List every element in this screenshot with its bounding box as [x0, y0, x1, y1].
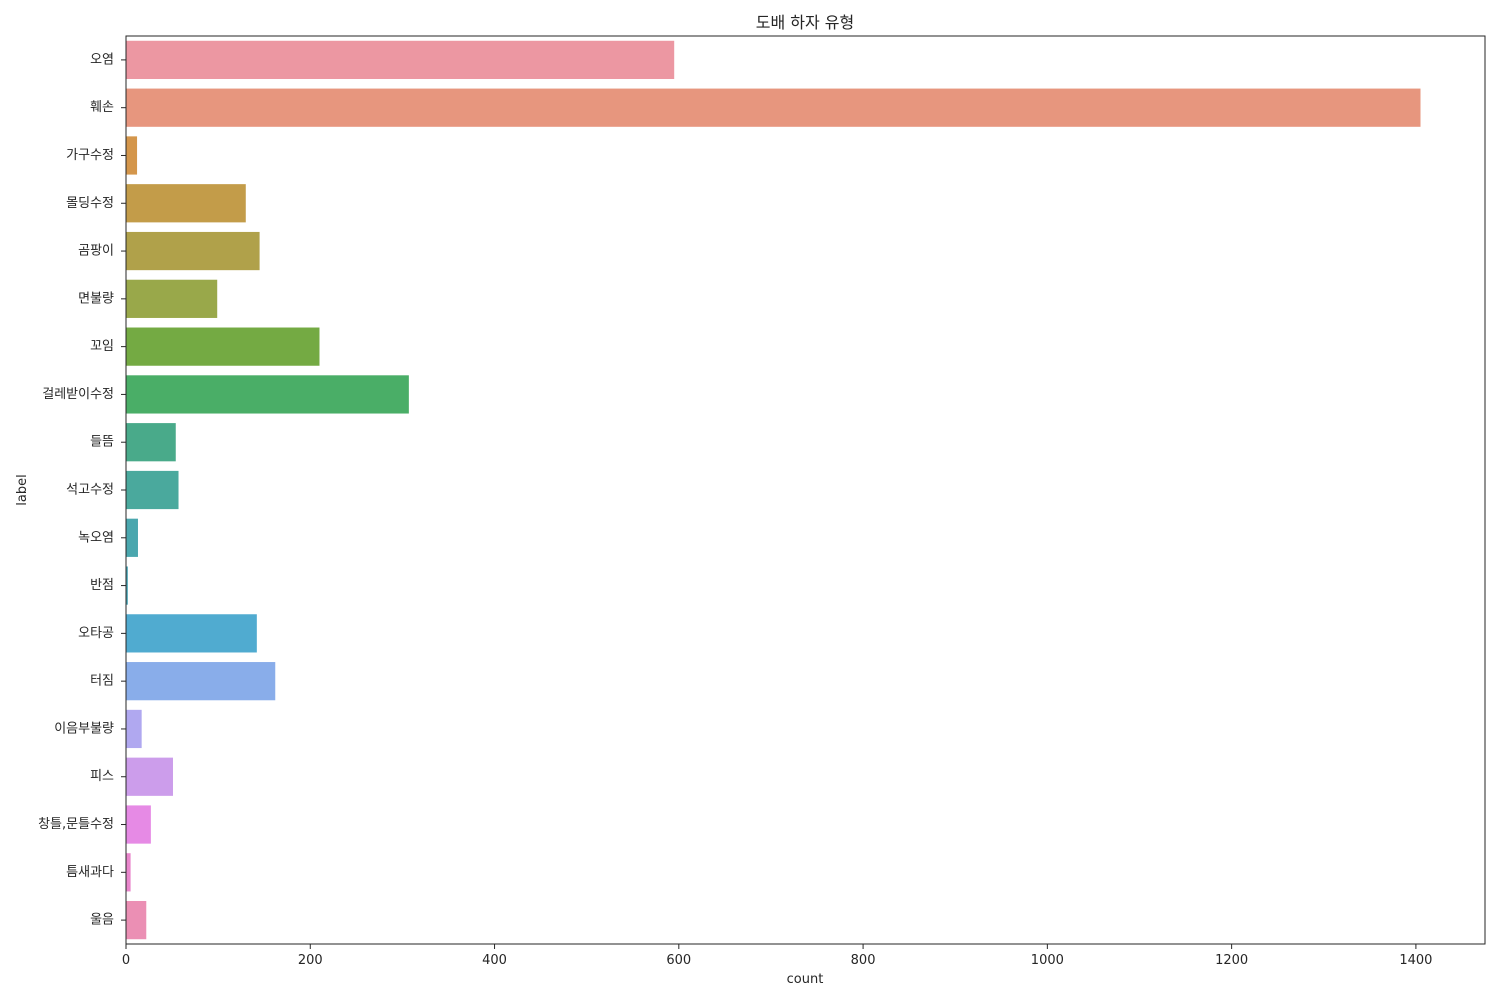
bar-3 — [126, 184, 246, 223]
x-tick-label: 1000 — [1031, 953, 1064, 968]
x-axis-title: count — [787, 972, 824, 987]
y-tick-label: 오타공 — [78, 626, 114, 641]
x-tick-label: 600 — [666, 953, 691, 968]
y-tick-label: 몰딩수정 — [66, 196, 114, 211]
bar-7 — [126, 375, 409, 414]
bar-14 — [126, 709, 142, 749]
bar-13 — [126, 662, 276, 701]
bar-12 — [126, 614, 257, 653]
bars-layer — [126, 40, 1421, 940]
bar-17 — [126, 853, 131, 892]
x-tick-label: 1200 — [1215, 953, 1248, 968]
y-tick-label: 석고수정 — [66, 483, 114, 498]
y-tick-label: 피스 — [90, 769, 114, 784]
bar-8 — [126, 423, 176, 462]
y-tick-label: 반점 — [90, 578, 114, 593]
chart-title: 도배 하자 유형 — [756, 13, 855, 32]
y-tick-label: 훼손 — [90, 100, 114, 115]
bar-9 — [126, 470, 179, 510]
y-axis: 오염훼손가구수정몰딩수정곰팡이면불량꼬임걸레받이수정들뜸석고수정녹오염반점오타공… — [38, 52, 126, 928]
y-tick-label: 곰팡이 — [78, 244, 114, 259]
y-tick-label: 창틀,문틀수정 — [38, 817, 114, 832]
x-axis: 0 200 400 600 800 1000 1200 1400 — [122, 944, 1432, 968]
bar-15 — [126, 757, 173, 796]
bar-4 — [126, 231, 260, 271]
bar-1 — [126, 88, 1421, 127]
y-axis-title: label — [15, 474, 30, 505]
x-tick-label: 800 — [851, 953, 876, 968]
x-tick-label: 0 — [122, 953, 130, 968]
plot-frame — [125, 35, 1486, 945]
y-tick-label: 걸레받이수정 — [42, 387, 114, 402]
x-tick-label: 400 — [482, 953, 507, 968]
bar-10 — [126, 518, 138, 557]
x-tick-label: 1400 — [1399, 953, 1432, 968]
bar-0 — [126, 40, 675, 80]
bar-18 — [126, 900, 147, 940]
y-tick-label: 꼬임 — [90, 339, 114, 354]
bar-11 — [126, 566, 128, 605]
y-tick-label: 면불량 — [78, 291, 114, 306]
y-tick-label: 들뜸 — [90, 435, 114, 450]
y-tick-label: 틈새과다 — [66, 865, 114, 880]
y-tick-label: 울음 — [90, 913, 114, 928]
bar-5 — [126, 279, 218, 318]
y-tick-label: 녹오염 — [78, 530, 114, 545]
bar-6 — [126, 327, 320, 366]
y-tick-label: 가구수정 — [66, 148, 114, 163]
bar-2 — [126, 136, 138, 175]
bar-16 — [126, 805, 151, 844]
y-tick-label: 터짐 — [90, 674, 114, 689]
y-tick-label: 오염 — [90, 52, 114, 67]
x-tick-label: 200 — [298, 953, 323, 968]
y-tick-label: 이음부불량 — [54, 721, 114, 736]
